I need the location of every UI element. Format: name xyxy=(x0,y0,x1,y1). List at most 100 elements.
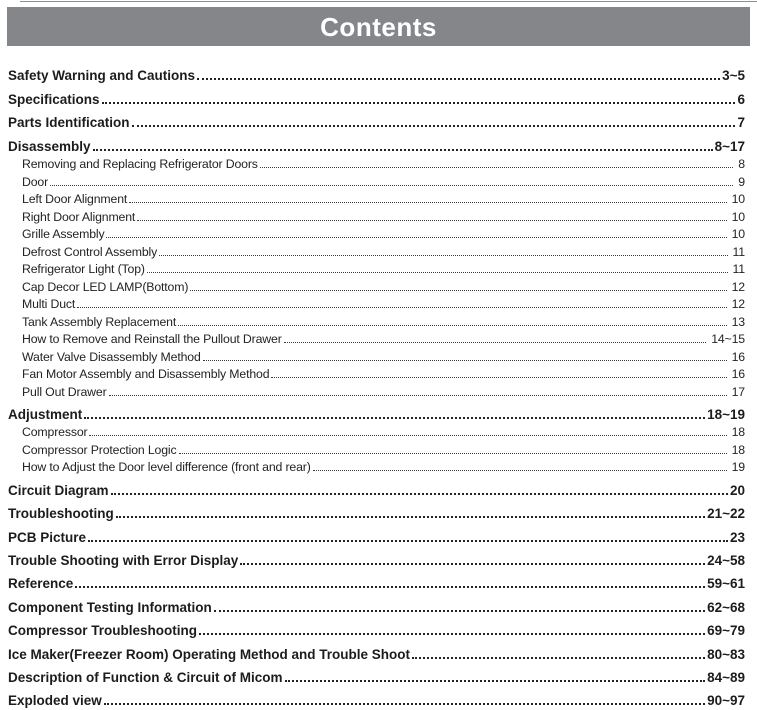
dot-leader xyxy=(131,125,736,128)
dot-leader xyxy=(271,377,727,379)
toc-entry-page: 8 xyxy=(738,157,745,172)
toc-entry-label: Defrost Control Assembly xyxy=(22,244,158,259)
toc-entry-page: 18~19 xyxy=(707,406,745,422)
toc-entry: Cap Decor LED LAMP(Bottom) 12 xyxy=(8,276,745,294)
toc-entry: Description of Function & Circuit of Mic… xyxy=(8,662,745,685)
toc-entry-label: Circuit Diagram xyxy=(8,482,109,498)
toc-entry-page: 16 xyxy=(731,367,746,382)
dot-leader xyxy=(129,202,727,204)
dot-leader xyxy=(190,289,727,291)
toc-entry-page: 62~68 xyxy=(707,599,745,615)
toc-entry-page: 10 xyxy=(731,209,746,224)
toc-entry: Right Door Alignment 10 xyxy=(8,206,745,224)
toc-entry-label: Fan Motor Assembly and Disassembly Metho… xyxy=(22,367,270,382)
toc-entry-page: 10 xyxy=(731,227,746,242)
dot-leader xyxy=(178,324,727,326)
toc-entry-page: 7 xyxy=(737,115,745,131)
toc-entry: Ice Maker(Freezer Room) Operating Method… xyxy=(8,638,745,662)
toc-entry-label: PCB Picture xyxy=(8,529,87,545)
toc-entry-page: 84~89 xyxy=(707,669,745,685)
toc-entry-page: 24~58 xyxy=(707,553,745,569)
toc-entry-page: 17 xyxy=(731,384,746,399)
dot-leader xyxy=(88,539,728,542)
toc-list: Safety Warning and Cautions 3~5 Specific… xyxy=(8,60,745,708)
dot-leader xyxy=(146,272,728,274)
dot-leader xyxy=(108,394,727,396)
toc-entry: PCB Picture 23 xyxy=(8,521,745,545)
page-title: Contents xyxy=(320,11,437,42)
toc-entry-label: Removing and Replacing Refrigerator Door… xyxy=(22,157,258,172)
toc-entry-label: Compressor xyxy=(22,425,88,440)
dot-leader xyxy=(77,307,727,309)
toc-entry-page: 18 xyxy=(731,425,746,440)
toc-entry: Reference 59~61 xyxy=(8,568,745,591)
toc-entry-label: Description of Function & Circuit of Mic… xyxy=(8,669,283,685)
dot-leader xyxy=(213,609,706,612)
toc-entry-label: Reference xyxy=(8,576,74,592)
dot-leader xyxy=(284,679,706,682)
toc-entry-page: 8~17 xyxy=(714,138,745,154)
toc-entry-label: Disassembly xyxy=(8,138,91,154)
toc-entry-label: How to Remove and Reinstall the Pullout … xyxy=(22,332,282,347)
toc-entry-label: Grille Assembly xyxy=(22,227,105,242)
toc-entry: Defrost Control Assembly 11 xyxy=(8,241,745,259)
toc-entry: Grille Assembly 10 xyxy=(8,224,746,242)
toc-entry: Fan Motor Assembly and Disassembly Metho… xyxy=(8,364,746,382)
toc-entry-label: How to Adjust the Door level difference … xyxy=(22,460,311,475)
toc-entry-page: 59~61 xyxy=(707,576,745,592)
toc-entry-page: 69~79 xyxy=(707,623,745,639)
dot-leader xyxy=(110,492,728,495)
toc-entry-label: Cap Decor LED LAMP(Bottom) xyxy=(22,279,189,294)
toc-entry-page: 12 xyxy=(731,297,746,312)
dot-leader xyxy=(101,101,736,104)
toc-entry-label: Troubleshooting xyxy=(8,506,114,522)
toc-entry: How to Remove and Reinstall the Pullout … xyxy=(8,329,745,347)
toc-entry-page: 90~97 xyxy=(707,693,745,709)
toc-entry-page: 3~5 xyxy=(722,68,745,84)
toc-entry-label: Right Door Alignment xyxy=(22,209,136,224)
dot-leader xyxy=(199,633,706,636)
dot-leader xyxy=(259,167,734,169)
toc-entry: Component Testing Information 62~68 xyxy=(8,591,745,615)
toc-entry-label: Trouble Shooting with Error Display xyxy=(8,553,239,569)
toc-entry-label: Component Testing Information xyxy=(8,599,212,615)
toc-entry: Left Door Alignment 10 xyxy=(8,189,746,207)
dot-leader xyxy=(75,586,706,589)
toc-entry: Troubleshooting 21~22 xyxy=(8,498,745,521)
toc-entry-label: Safety Warning and Cautions xyxy=(8,68,196,84)
toc-entry-label: Exploded view xyxy=(8,693,102,709)
toc-entry-page: 23 xyxy=(729,529,745,545)
dot-leader xyxy=(137,219,727,221)
toc-entry: Pull Out Drawer 17 xyxy=(8,381,745,399)
toc-entry: Specifications 6 xyxy=(8,83,745,107)
toc-entry-page: 80~83 xyxy=(707,646,745,662)
toc-entry-label: Compressor Protection Logic xyxy=(22,442,177,457)
toc-entry-page: 13 xyxy=(731,314,746,329)
toc-entry-label: Water Valve Disassembly Method xyxy=(22,349,201,364)
toc-entry-label: Pull Out Drawer xyxy=(22,384,107,399)
toc-entry: Exploded view 90~97 xyxy=(8,685,745,708)
toc-entry: Compressor Protection Logic 18 xyxy=(8,439,745,457)
toc-entry-label: Left Door Alignment xyxy=(22,192,128,207)
dot-leader xyxy=(50,184,734,186)
toc-entry: Multi Duct 12 xyxy=(8,294,746,312)
toc-entry: Water Valve Disassembly Method 16 xyxy=(8,346,745,364)
toc-entry-label: Refrigerator Light (Top) xyxy=(22,262,145,277)
dot-leader xyxy=(283,342,707,344)
toc-entry-page: 10 xyxy=(731,192,746,207)
dot-leader xyxy=(240,563,706,566)
dot-leader xyxy=(178,452,727,454)
dot-leader xyxy=(84,416,706,419)
dot-leader xyxy=(412,656,706,659)
dot-leader xyxy=(202,359,727,361)
dot-leader xyxy=(103,703,706,706)
toc-entry: Parts Identification 7 xyxy=(8,107,745,130)
toc-entry: Trouble Shooting with Error Display 24~5… xyxy=(8,545,745,568)
toc-entry: Circuit Diagram 20 xyxy=(8,474,745,498)
toc-entry-page: 20 xyxy=(729,482,745,498)
toc-entry-label: Ice Maker(Freezer Room) Operating Method… xyxy=(8,646,411,662)
dot-leader xyxy=(115,516,706,519)
toc-entry: Disassembly 8~17 xyxy=(8,130,745,154)
top-rule xyxy=(20,1,757,2)
toc-entry: Adjustment 18~19 xyxy=(8,399,745,422)
